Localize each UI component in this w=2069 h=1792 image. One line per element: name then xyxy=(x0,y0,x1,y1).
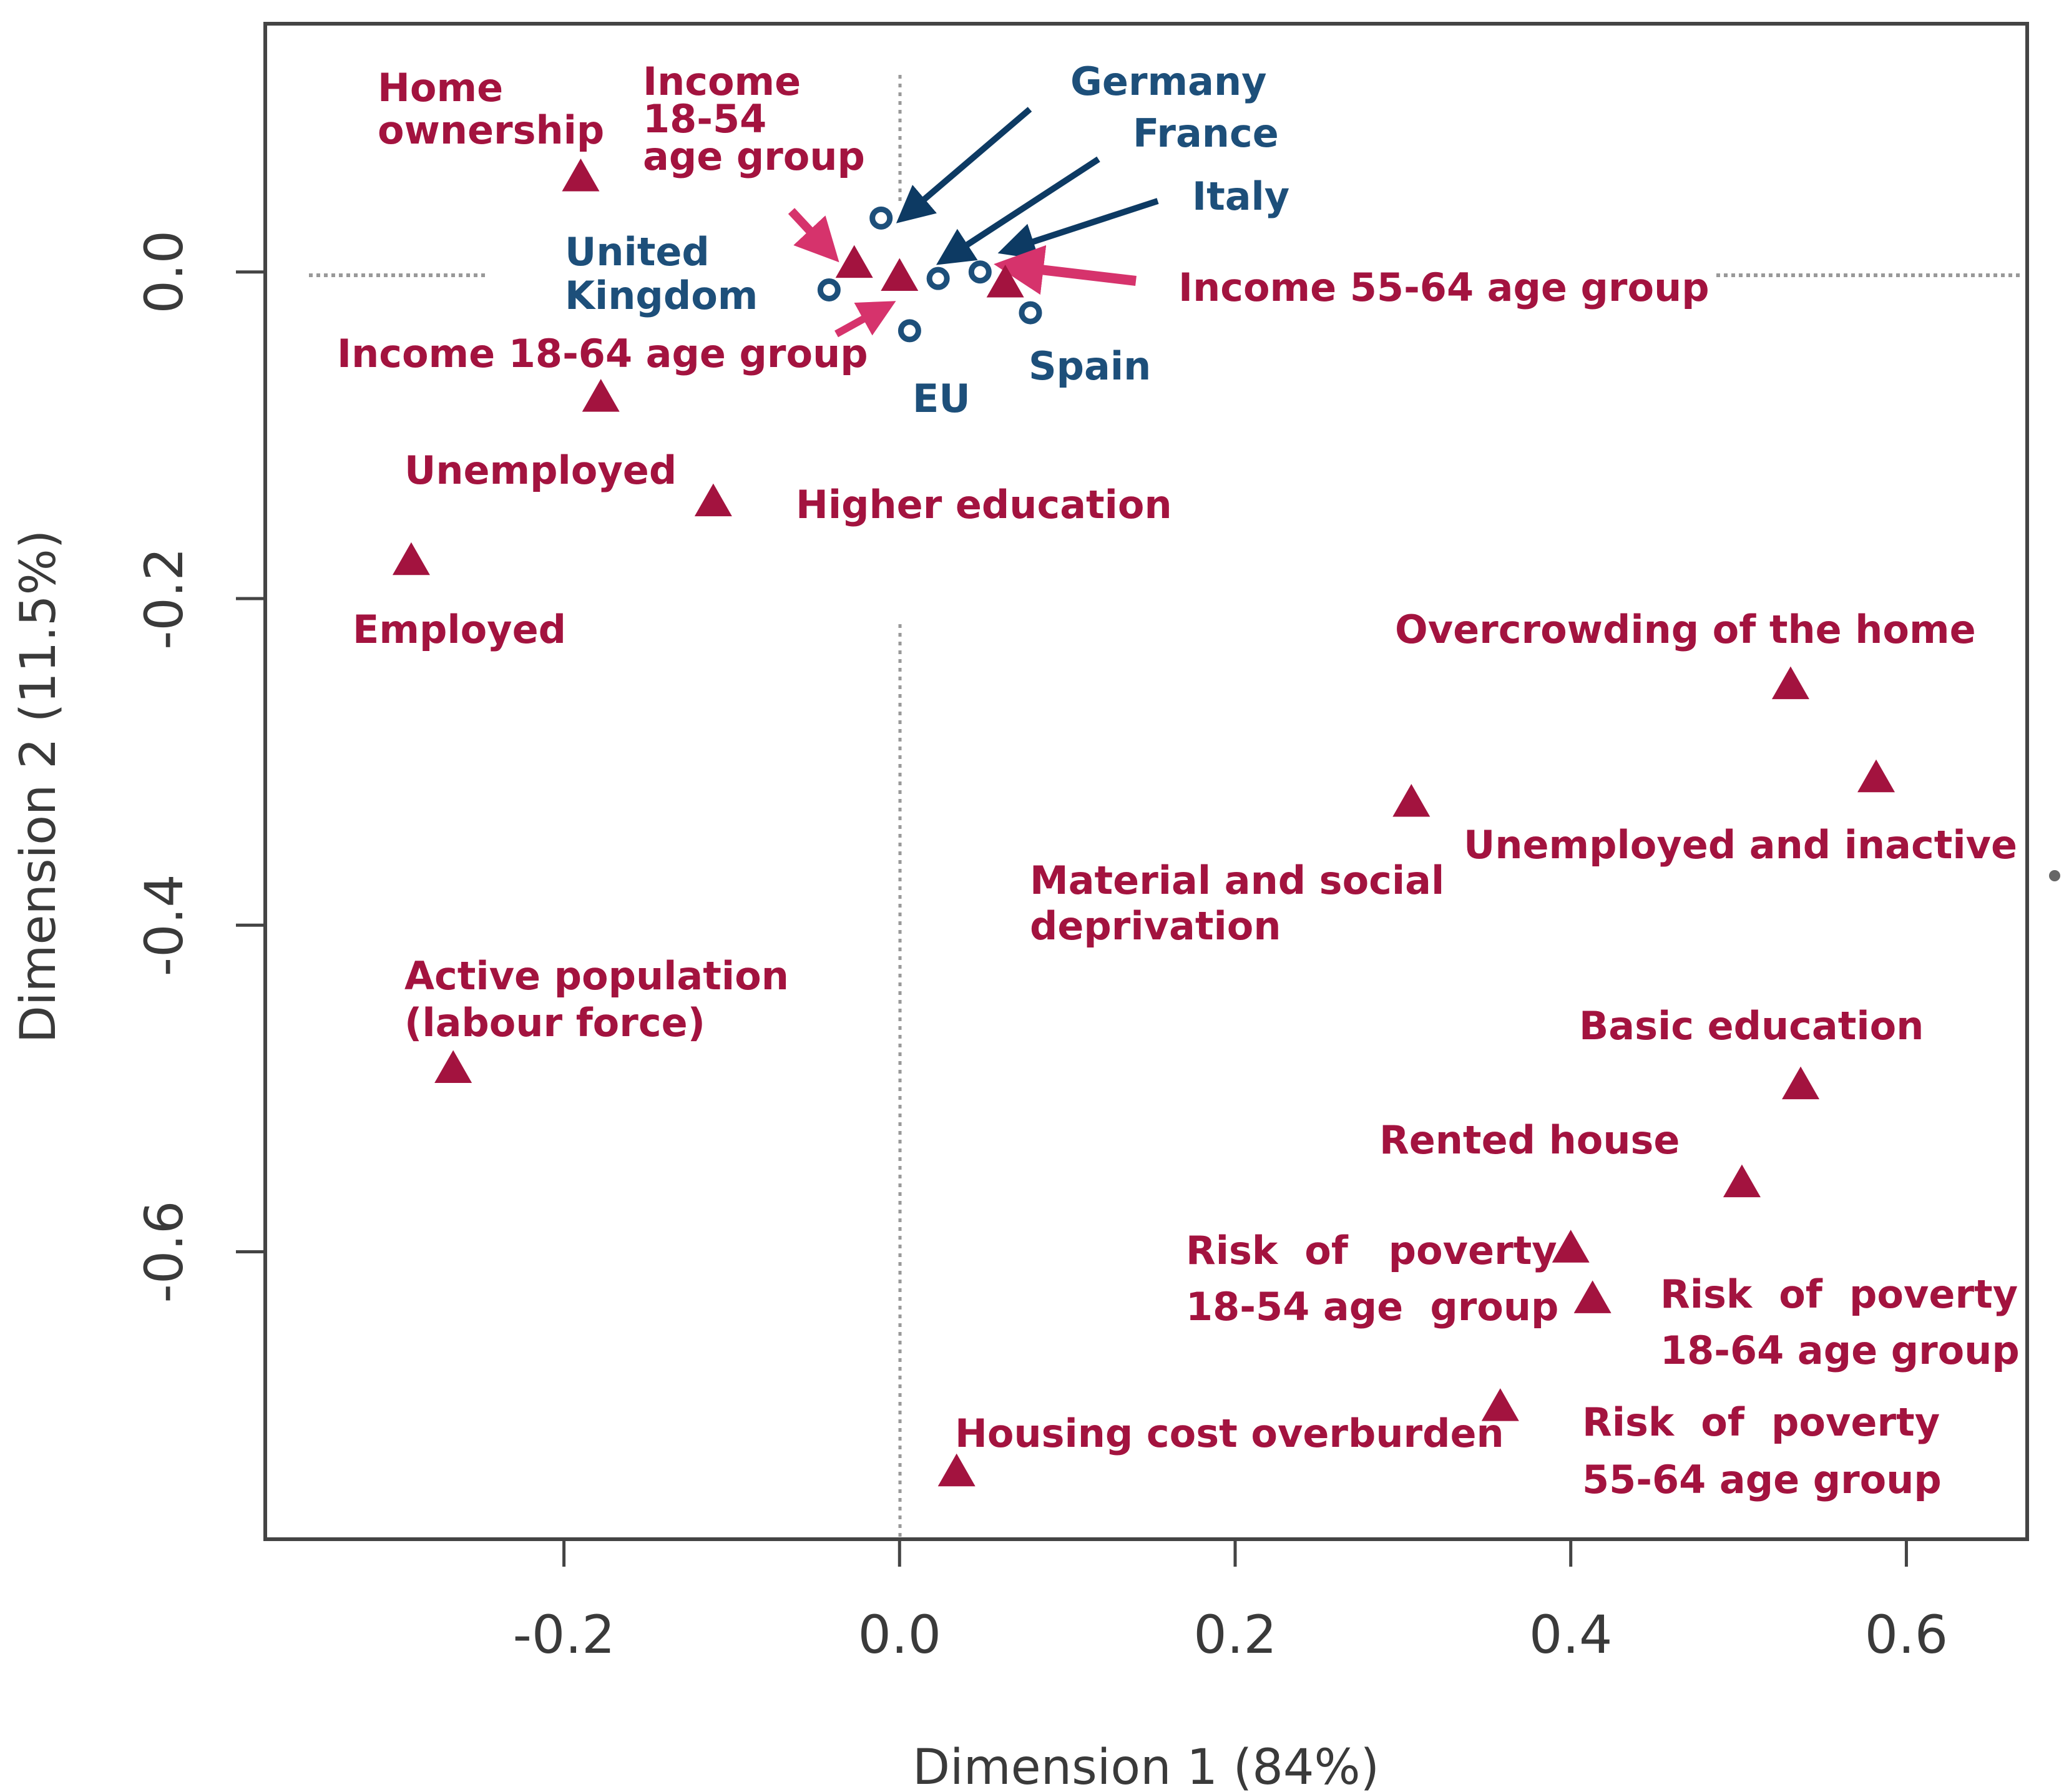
label-basic-education: Basic education xyxy=(1579,1003,1924,1049)
point-overcrowding-of-the-home xyxy=(1771,666,1809,700)
label-income-55-64: Income 55-64 age group xyxy=(1178,265,1709,310)
labels: Home ownership Income 18-54 age group In… xyxy=(337,59,2020,1502)
x-tick-label: 0.0 xyxy=(858,1604,941,1665)
point-employed xyxy=(392,542,430,575)
label-income-18-54: Income xyxy=(643,59,801,104)
label-risk-poverty-18-54: Risk of poverty xyxy=(1186,1228,1557,1273)
point-unemployed-and-inactive xyxy=(1857,759,1895,793)
label-material-deprivation: Material and social xyxy=(1030,858,1444,903)
point-higher-education xyxy=(694,483,732,517)
label-income-18-54: age group xyxy=(643,134,865,179)
label-unemployed-inactive: Unemployed and inactive xyxy=(1464,822,2017,868)
arrow-france xyxy=(936,156,1100,265)
point-risk-of-poverty-18-54-age-group xyxy=(1552,1230,1590,1263)
data-markers xyxy=(392,158,1895,1487)
y-axis: 0.0 -0.2 -0.4 -0.6 Dimension 2 (11.5%) xyxy=(11,230,265,1303)
point-risk-of-poverty-55-64-age-group xyxy=(1481,1388,1519,1421)
label-higher-education: Higher education xyxy=(796,482,1172,527)
label-unemployed: Unemployed xyxy=(404,448,677,493)
point-income-18-64-age-group xyxy=(881,258,919,291)
label-material-deprivation: deprivation xyxy=(1030,903,1281,949)
point-spain xyxy=(1019,301,1042,325)
arrow-income-55-64 xyxy=(994,245,1137,295)
y-tick-label: -0.6 xyxy=(134,1201,195,1303)
label-active-population: Active population xyxy=(404,953,789,999)
label-risk-poverty-18-64: 18-64 age group xyxy=(1660,1328,2020,1373)
x-axis-title: Dimension 1 (84%) xyxy=(912,1740,1379,1792)
point-home-ownership xyxy=(562,158,600,192)
point-united-kingdom xyxy=(817,278,841,301)
label-italy: Italy xyxy=(1192,174,1289,219)
margin-dot xyxy=(2049,870,2060,881)
arrow-italy xyxy=(997,198,1159,260)
label-housing-cost: Housing cost overburden xyxy=(955,1411,1504,1456)
point-material-and-social-deprivation xyxy=(1392,784,1431,817)
label-employed: Employed xyxy=(353,607,566,652)
point-housing-cost-overburden xyxy=(937,1453,976,1487)
x-tick-label: 0.4 xyxy=(1529,1604,1613,1665)
arrow-income-18-54 xyxy=(788,208,839,263)
point-active-population-labour-force xyxy=(434,1050,472,1083)
point-income-18-54-age-group xyxy=(835,245,873,278)
label-risk-poverty-55-64: Risk of poverty xyxy=(1582,1399,1940,1445)
label-home-ownership: ownership xyxy=(378,107,604,153)
label-risk-poverty-18-64: Risk of poverty xyxy=(1660,1271,2018,1317)
point-risk-of-poverty-18-64-age-group xyxy=(1573,1280,1612,1313)
point-italy xyxy=(968,260,992,284)
label-united-kingdom: United xyxy=(565,229,710,275)
label-united-kingdom: Kingdom xyxy=(565,273,758,318)
reference-lines xyxy=(309,75,2022,1539)
plot-frame xyxy=(263,22,2029,1541)
point-rented-house xyxy=(1723,1164,1761,1198)
arrow-germany xyxy=(896,107,1032,223)
label-rented-house: Rented house xyxy=(1379,1117,1680,1163)
y-axis-title: Dimension 2 (11.5%) xyxy=(11,530,67,1043)
label-germany: Germany xyxy=(1070,59,1267,104)
point-france xyxy=(926,267,950,290)
label-active-population: (labour force) xyxy=(404,1000,705,1045)
y-tick-label: 0.0 xyxy=(134,230,195,314)
y-tick-label: -0.4 xyxy=(134,874,195,976)
point-income-55-64-age-group xyxy=(986,265,1024,298)
point-eu xyxy=(898,319,921,343)
arrows xyxy=(788,107,1159,338)
x-tick-label: -0.2 xyxy=(513,1604,615,1665)
label-risk-poverty-18-54: 18-54 age group xyxy=(1186,1284,1558,1329)
label-income-18-64: Income 18-64 age group xyxy=(337,331,868,376)
point-basic-education xyxy=(1782,1066,1820,1100)
label-risk-poverty-55-64: 55-64 age group xyxy=(1582,1457,1942,1502)
point-germany xyxy=(869,206,893,230)
label-overcrowding: Overcrowding of the home xyxy=(1395,607,1976,652)
x-tick-label: 0.2 xyxy=(1193,1604,1277,1665)
label-eu: EU xyxy=(912,376,971,421)
x-axis: -0.2 0.0 0.2 0.4 0.6 Dimension 1 (84%) xyxy=(513,1539,1949,1792)
x-tick-label: 0.6 xyxy=(1865,1604,1949,1665)
label-france: France xyxy=(1133,110,1279,156)
label-home-ownership: Home xyxy=(378,65,503,110)
arrow-income-18-64 xyxy=(834,301,896,338)
point-unemployed xyxy=(582,379,620,412)
label-income-18-54: 18-54 xyxy=(643,96,766,142)
label-spain: Spain xyxy=(1029,343,1151,389)
y-tick-label: -0.2 xyxy=(134,547,195,650)
